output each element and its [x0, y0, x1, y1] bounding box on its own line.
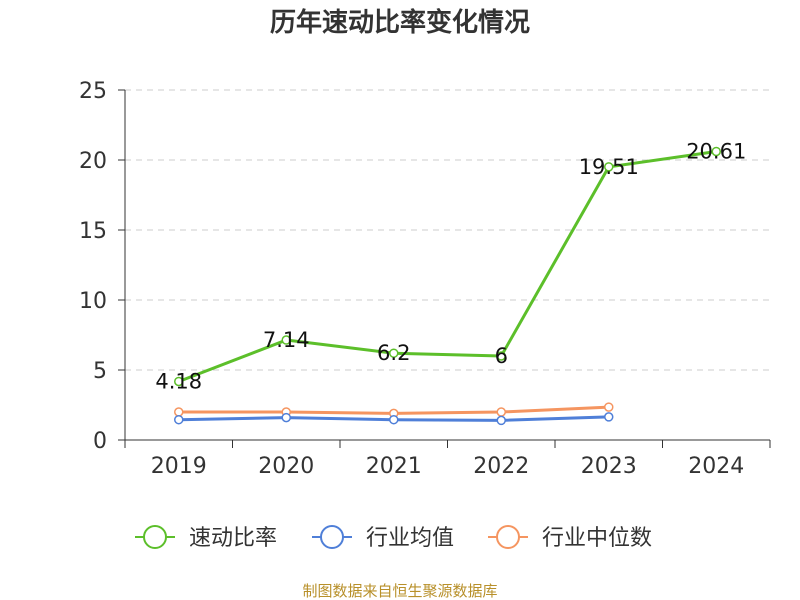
data-point — [604, 412, 614, 422]
legend-marker — [320, 525, 344, 549]
data-label: 4.18 — [155, 369, 202, 393]
y-tick-label: 25 — [79, 79, 107, 104]
y-tick-label: 5 — [93, 359, 107, 384]
grid — [125, 89, 770, 371]
data-label: 6 — [495, 344, 508, 368]
data-point — [281, 412, 291, 423]
x-tick-label: 2020 — [258, 454, 314, 479]
legend-label: 行业均值 — [366, 526, 454, 551]
axes: 0 5 10 15 20 25 2019 2020 2021 2022 2023 2024 — [79, 79, 771, 479]
x-tick-label: 2019 — [151, 454, 207, 479]
data-label: 19.51 — [579, 155, 639, 179]
legend-label: 行业中位数 — [542, 526, 652, 551]
data-point — [389, 414, 399, 425]
data-point — [174, 407, 184, 417]
x-tick-label: 2022 — [473, 454, 529, 479]
x-tick-label: 2021 — [366, 454, 422, 479]
data-point — [174, 414, 184, 425]
legend-item-0[interactable]: 速动比率 — [135, 525, 277, 551]
y-tick-label: 20 — [79, 149, 107, 174]
data-point — [604, 162, 614, 172]
source-note: 制图数据来自恒生聚源数据库 — [302, 582, 497, 600]
legend-marker — [496, 525, 520, 549]
x-tick-label: 2024 — [688, 454, 744, 479]
legend-label: 速动比率 — [189, 526, 277, 551]
series-group — [174, 146, 721, 426]
legend-item-2[interactable]: 行业中位数 — [488, 525, 652, 551]
data-point — [604, 402, 614, 412]
data-label: 6.2 — [377, 341, 410, 365]
data-point — [281, 335, 291, 345]
legend[interactable]: 速动比率 行业均值 行业中位数 — [135, 525, 652, 551]
data-point — [496, 351, 506, 361]
y-tick-label: 0 — [93, 429, 107, 454]
legend-marker — [143, 525, 167, 549]
series-line-0 — [178, 149, 717, 383]
data-label: 7.14 — [263, 328, 310, 352]
data-point — [711, 146, 721, 157]
data-label: 20.61 — [686, 139, 746, 163]
x-tick-label: 2023 — [581, 454, 637, 479]
data-point — [174, 376, 184, 387]
y-tick-label: 10 — [79, 289, 107, 314]
data-point — [389, 348, 399, 358]
data-labels: 4.18 7.14 6.2 6 19.51 20.61 — [155, 139, 746, 393]
data-point — [496, 415, 506, 426]
y-tick-label: 15 — [79, 219, 107, 244]
chart-title: 历年速动比率变化情况 — [270, 7, 530, 38]
legend-item-1[interactable]: 行业均值 — [312, 525, 454, 551]
data-point — [496, 407, 506, 417]
